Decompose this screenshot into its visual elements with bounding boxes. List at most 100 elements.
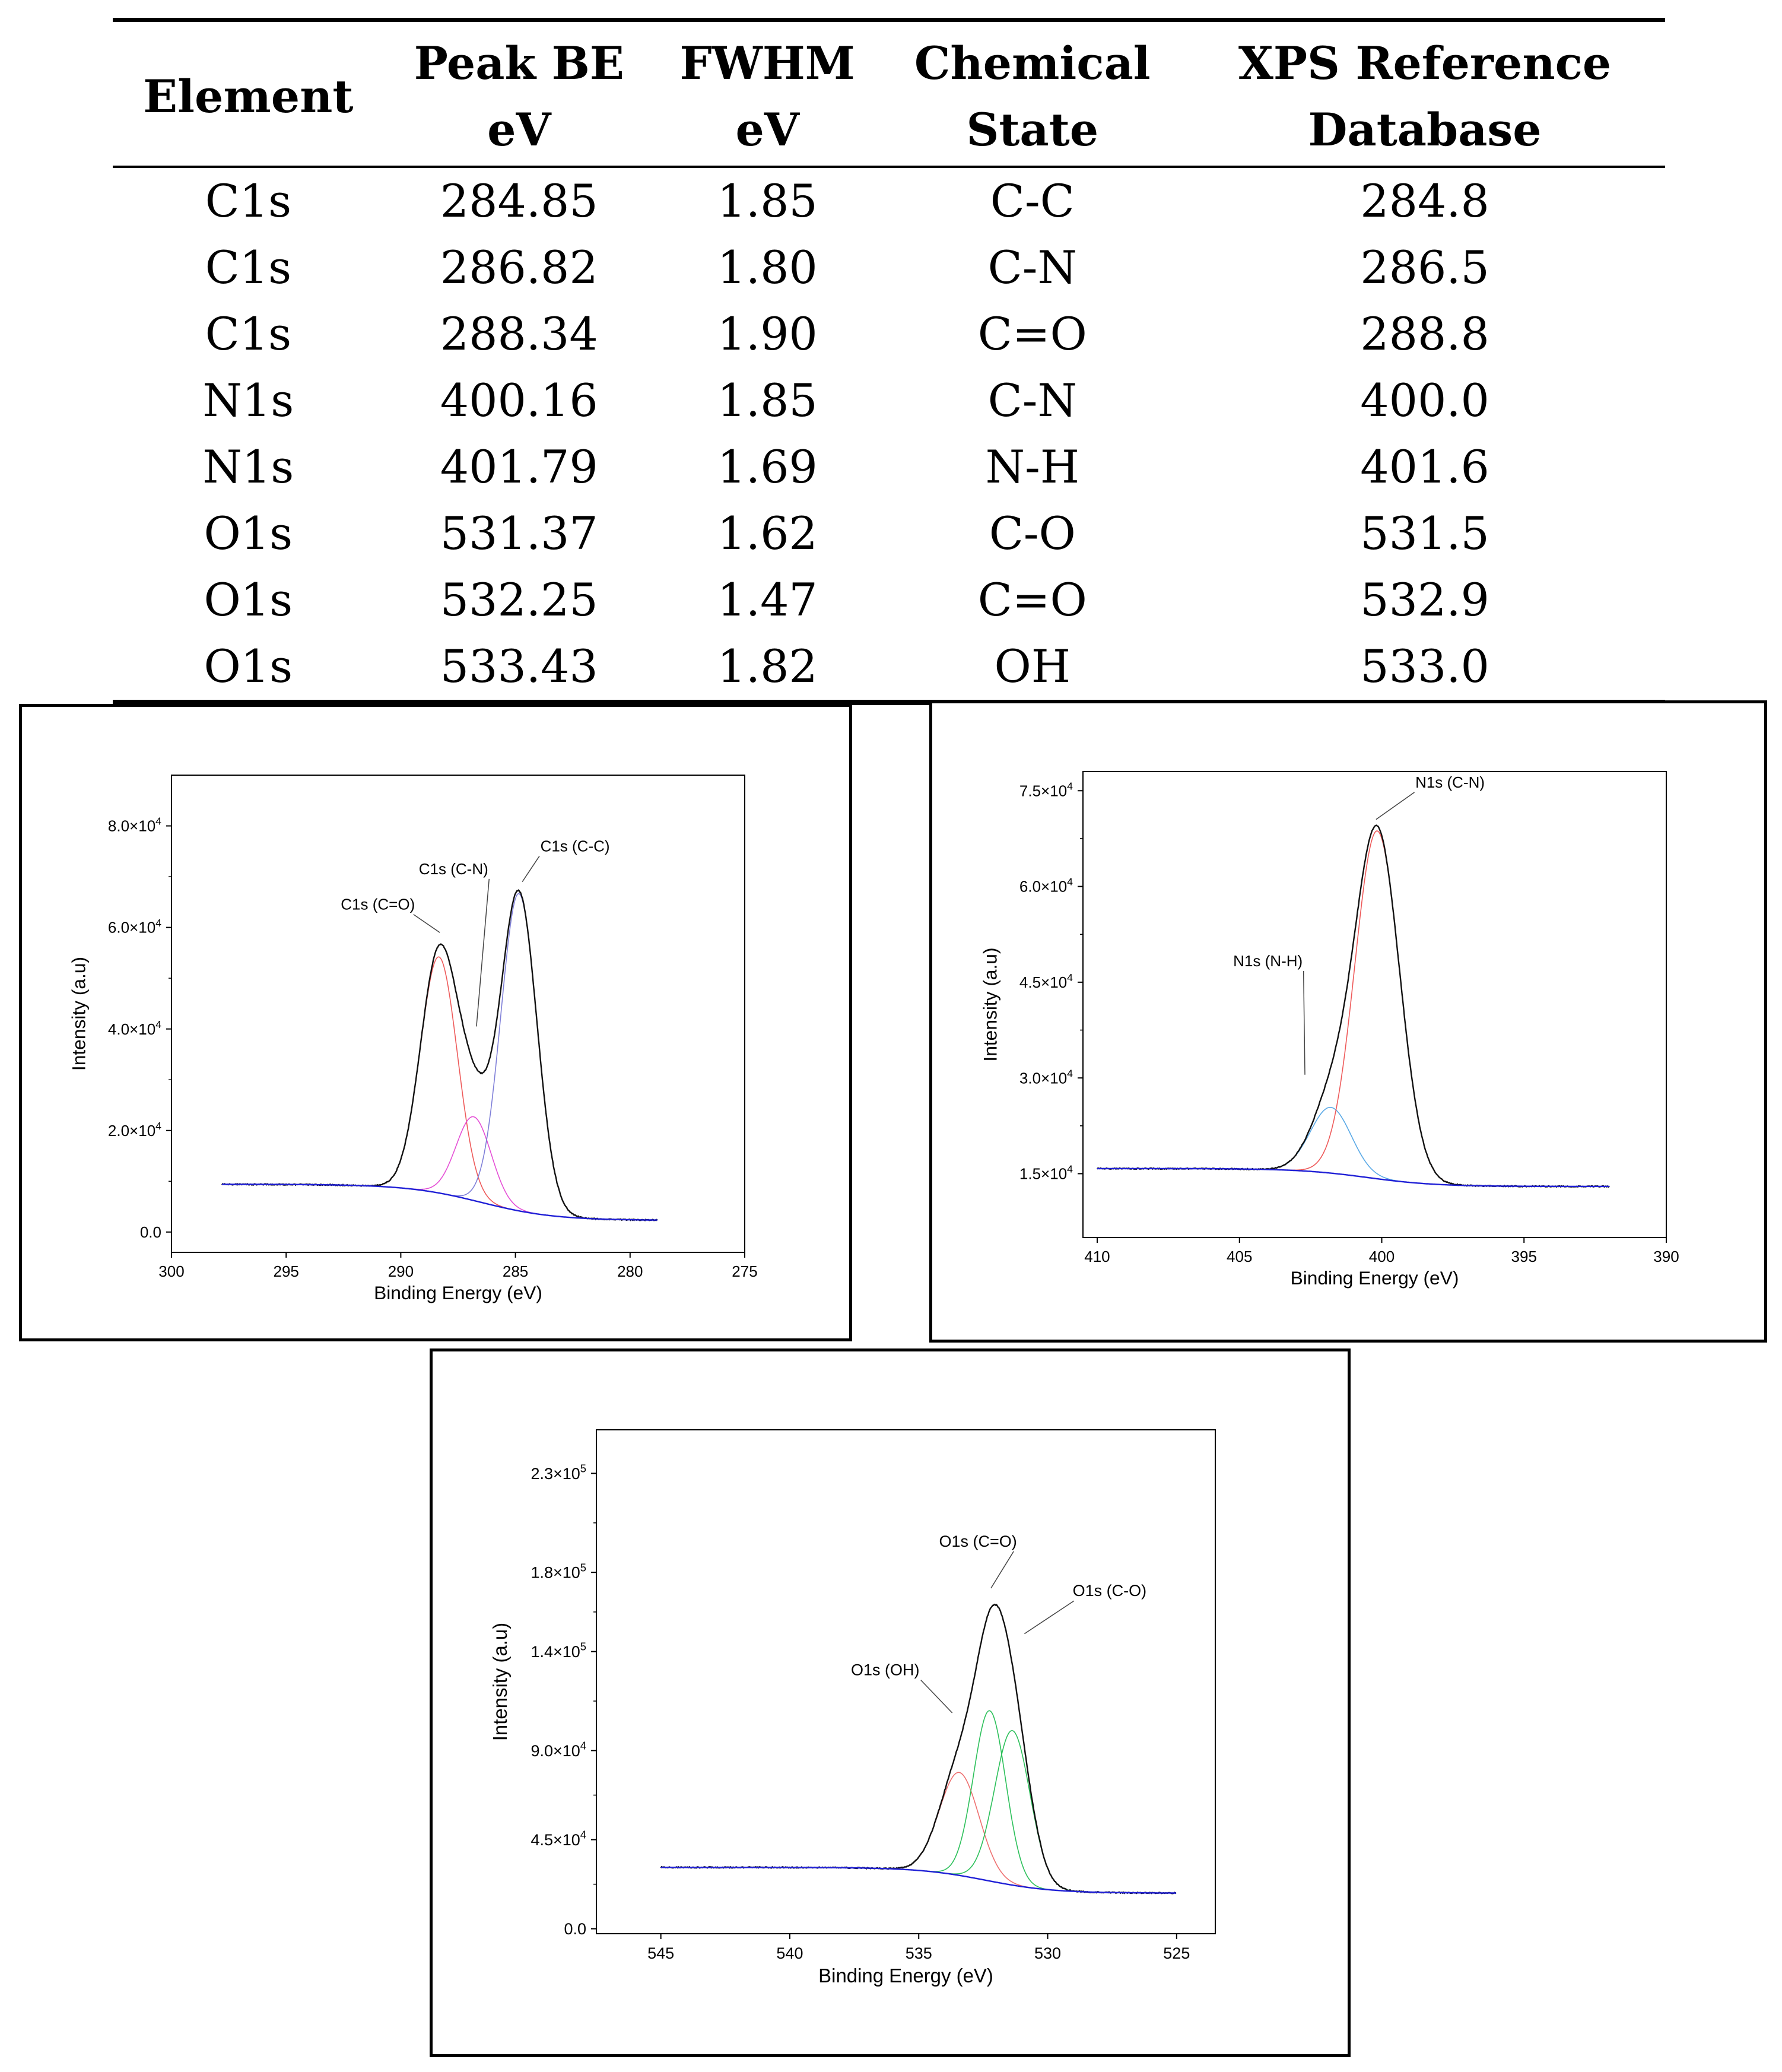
plot-area-frame bbox=[596, 1429, 1216, 1934]
x-tick-label: 295 bbox=[274, 1262, 299, 1280]
y-tick-label: 3.0×104 bbox=[1019, 1067, 1073, 1087]
series-group bbox=[221, 889, 658, 1221]
table-row: O1s 532.25 1.47 C=O 532.9 bbox=[113, 567, 1665, 633]
cell-xps-reference: 532.9 bbox=[1360, 573, 1489, 626]
table-row: O1s 533.43 1.82 OH 533.0 bbox=[113, 633, 1665, 703]
component-peak-1 bbox=[660, 1710, 1176, 1894]
header-xps-reference: XPS Reference Database bbox=[1184, 20, 1665, 167]
background-line bbox=[222, 1183, 657, 1221]
peak-annotation-label: O1s (C-O) bbox=[1073, 1582, 1147, 1600]
xps-data-table: Element Peak BE eV FWHM eV Chemical Stat… bbox=[113, 18, 1665, 705]
cell-element: O1s bbox=[204, 573, 293, 626]
c1s-spectrum-chart: 300 295 290 285 280 2750.02.0×1044.0×1046.0×1… bbox=[68, 775, 758, 1303]
header-fwhm: FWHM eV bbox=[655, 20, 881, 167]
y-tick-label: 2.0×104 bbox=[108, 1120, 161, 1140]
o1s-spectrum-chart: 545 540 535 530 5250.04.5×1049.0×1041.4×1051… bbox=[489, 1429, 1216, 1987]
y-tick-label: 4.5×104 bbox=[531, 1829, 586, 1849]
n1s-spectrum-chart: 410 405 400 395 3901.5×1043.0×1044.5×1046.0×… bbox=[979, 771, 1679, 1289]
y-tick-exponent: 4 bbox=[580, 1740, 586, 1752]
x-axis-label: Binding Energy (eV) bbox=[374, 1282, 542, 1303]
table-body: C1s 284.85 1.85 C-C 284.8 C1s 286.82 1.80 C-N 286… bbox=[113, 167, 1665, 703]
cell-xps-reference: 533.0 bbox=[1360, 640, 1489, 693]
cell-fwhm: 1.85 bbox=[717, 374, 818, 427]
x-tick-label: 395 bbox=[1511, 1248, 1537, 1265]
envelope-line bbox=[221, 889, 658, 1221]
y-tick-mantissa: 0.0 bbox=[140, 1223, 161, 1241]
header-line: eV bbox=[735, 103, 799, 156]
table-row: C1s 284.85 1.85 C-C 284.8 bbox=[113, 167, 1665, 234]
cell-peak-be: 288.34 bbox=[440, 307, 598, 360]
y-tick-mantissa: 4.5×10 bbox=[531, 1831, 580, 1849]
table-row: N1s 400.16 1.85 C-N 400.0 bbox=[113, 367, 1665, 434]
y-tick-mantissa: 4.0×10 bbox=[108, 1020, 155, 1038]
cell-chemical-state: C-N bbox=[987, 241, 1077, 294]
cell-fwhm: 1.82 bbox=[717, 640, 818, 693]
y-tick-exponent: 4 bbox=[1067, 780, 1073, 792]
cell-element: N1s bbox=[202, 374, 294, 427]
y-tick-mantissa: 0.0 bbox=[564, 1920, 586, 1938]
cell-xps-reference: 286.5 bbox=[1360, 241, 1489, 294]
cell-peak-be: 400.16 bbox=[440, 374, 598, 427]
y-tick-label: 9.0×104 bbox=[531, 1740, 586, 1760]
x-axis-label: Binding Energy (eV) bbox=[1291, 1267, 1459, 1289]
cell-fwhm: 1.80 bbox=[717, 241, 818, 294]
cell-chemical-state: OH bbox=[994, 640, 1071, 693]
cell-xps-reference: 400.0 bbox=[1360, 374, 1489, 427]
x-tick-label: 400 bbox=[1369, 1248, 1395, 1265]
x-tick-label: 535 bbox=[906, 1944, 932, 1962]
table-row: C1s 286.82 1.80 C-N 286.5 bbox=[113, 234, 1665, 301]
annotation-leader-line bbox=[920, 1680, 953, 1714]
header-line: XPS Reference bbox=[1238, 37, 1612, 90]
cell-element: C1s bbox=[205, 241, 292, 294]
header-chemical-state: Chemical State bbox=[880, 20, 1184, 167]
y-tick-mantissa: 7.5×10 bbox=[1019, 782, 1067, 799]
annotation-leader-line bbox=[990, 1551, 1014, 1589]
y-tick-mantissa: 3.0×10 bbox=[1019, 1069, 1067, 1087]
y-tick-label: 4.0×104 bbox=[108, 1018, 161, 1038]
table-row: N1s 401.79 1.69 N-H 401.6 bbox=[113, 434, 1665, 500]
cell-chemical-state: C-C bbox=[990, 174, 1075, 227]
y-tick-label: 2.3×105 bbox=[531, 1462, 586, 1483]
y-tick-exponent: 4 bbox=[155, 917, 161, 929]
cell-fwhm: 1.90 bbox=[717, 307, 818, 360]
cell-fwhm: 1.62 bbox=[717, 507, 818, 560]
cell-peak-be: 533.43 bbox=[440, 640, 598, 693]
x-tick-label: 530 bbox=[1034, 1944, 1061, 1962]
plot-area-frame bbox=[1082, 771, 1667, 1238]
y-tick-mantissa: 8.0×10 bbox=[108, 817, 155, 835]
n1s-chart-frame: 410 405 400 395 390 1.5×104 3.0×104 4.5×104 6.0×… bbox=[929, 700, 1767, 1343]
table-row: C1s 288.34 1.90 C=O 288.8 bbox=[113, 301, 1665, 367]
cell-element: N1s bbox=[202, 440, 294, 493]
y-tick-label: 0.0 bbox=[140, 1223, 161, 1241]
y-tick-mantissa: 4.5×10 bbox=[1019, 973, 1067, 991]
annotation-leader-line bbox=[1303, 970, 1305, 1075]
y-tick-exponent: 5 bbox=[580, 1641, 586, 1653]
x-tick-label: 300 bbox=[158, 1262, 184, 1280]
cell-chemical-state: C-N bbox=[987, 374, 1077, 427]
y-tick-label: 4.5×104 bbox=[1019, 972, 1073, 991]
peak-annotation-label: N1s (C-N) bbox=[1415, 773, 1485, 791]
x-tick-label: 405 bbox=[1227, 1248, 1252, 1265]
component-peak-2 bbox=[660, 1730, 1176, 1894]
cell-peak-be: 286.82 bbox=[440, 241, 598, 294]
y-tick-exponent: 4 bbox=[580, 1829, 586, 1841]
y-tick-exponent: 4 bbox=[1067, 876, 1073, 888]
y-tick-mantissa: 6.0×10 bbox=[108, 919, 155, 937]
envelope-line bbox=[660, 1603, 1177, 1895]
envelope-line bbox=[1097, 824, 1610, 1188]
cell-xps-reference: 401.6 bbox=[1360, 440, 1489, 493]
plot-area-frame bbox=[171, 775, 745, 1253]
x-tick-label: 285 bbox=[503, 1262, 528, 1280]
header-line: FWHM bbox=[679, 37, 855, 90]
component-peak-1 bbox=[1097, 830, 1610, 1187]
peak-annotation-label: C1s (C-N) bbox=[419, 860, 488, 878]
cell-chemical-state: N-H bbox=[985, 440, 1080, 493]
y-tick-label: 6.0×104 bbox=[1019, 876, 1073, 896]
x-tick-label: 275 bbox=[732, 1262, 757, 1280]
x-tick-label: 410 bbox=[1084, 1248, 1110, 1265]
y-axis-label: Intensity (a.u) bbox=[68, 957, 89, 1071]
y-tick-mantissa: 1.4×10 bbox=[531, 1643, 580, 1661]
y-tick-exponent: 4 bbox=[155, 1120, 161, 1132]
y-tick-exponent: 4 bbox=[155, 816, 161, 827]
annotation-leader-line bbox=[1024, 1600, 1075, 1635]
